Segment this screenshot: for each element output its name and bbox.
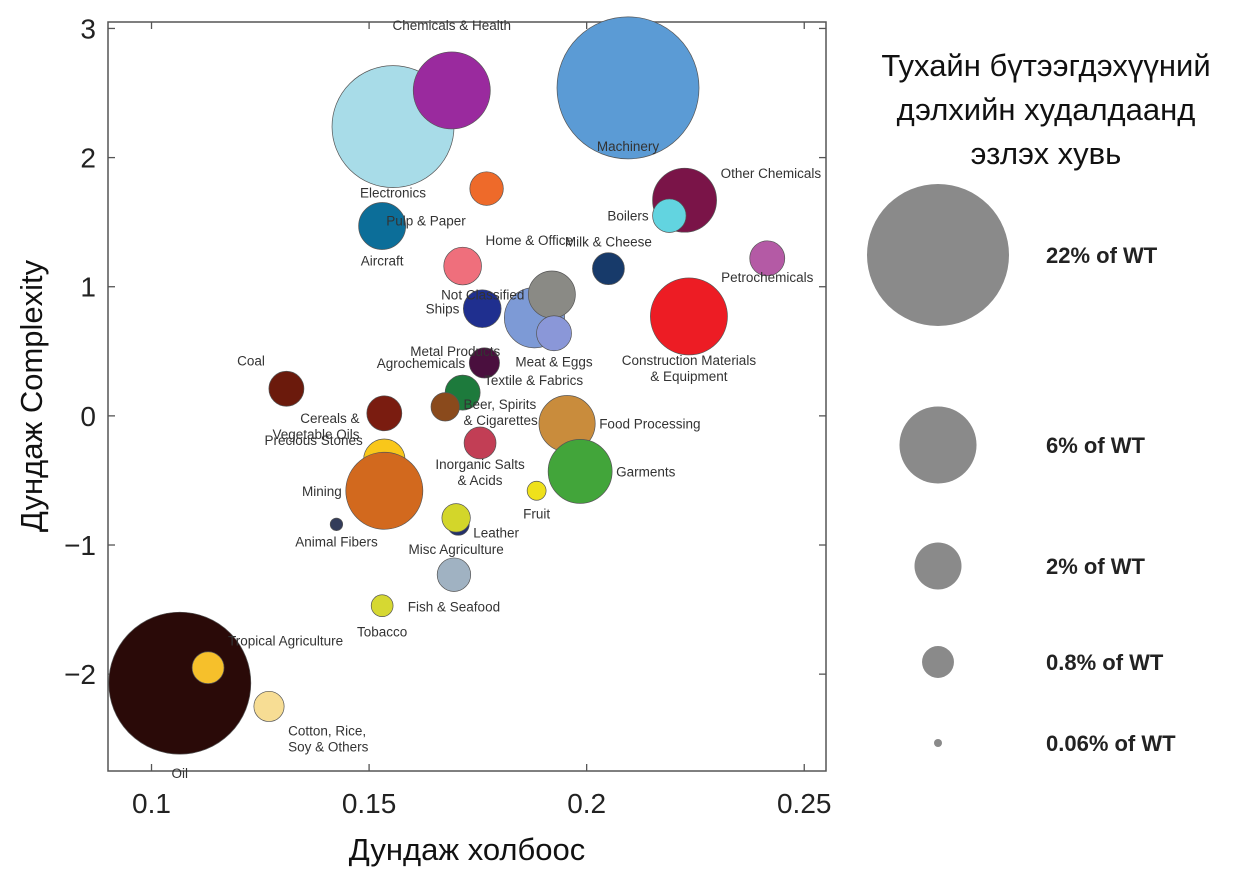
point-label: Misc Agriculture	[408, 542, 503, 557]
label-layer: Oil Tropical Agriculture Cotton, Rice, Soy …	[172, 18, 822, 781]
plot-frame	[107, 21, 827, 772]
y-tick-label: −1	[64, 530, 96, 561]
legend-label: 22% of WT	[1046, 243, 1158, 268]
bubble	[430, 392, 460, 422]
legend-bubble	[914, 542, 962, 590]
point-label: Other Chemicals	[721, 166, 822, 181]
point-label: Cotton, Rice, Soy & Others	[288, 724, 369, 755]
point-label: Fish & Seafood	[408, 599, 500, 614]
legend-bubble	[899, 406, 977, 484]
bubble	[412, 51, 491, 130]
legend-bubble	[934, 739, 942, 747]
point-label: Agrochemicals	[377, 356, 466, 371]
bubble	[749, 240, 786, 277]
legend-label: 0.8% of WT	[1046, 650, 1164, 675]
point-label: Chemicals & Health	[392, 18, 511, 33]
bubble	[366, 395, 403, 432]
point-label: Oil	[172, 766, 189, 781]
size-legend: Тухайн бүтээгдэхүүний дэлхийн худалдаанд э…	[866, 48, 1211, 756]
bubble	[469, 171, 504, 206]
y-tick-label: 2	[80, 143, 96, 174]
bubble	[253, 690, 285, 722]
bubble	[650, 277, 728, 356]
point-label: Beer, Spirits & Cigarettes	[463, 397, 538, 428]
x-axis: 0.1 0.15 0.2 0.25	[132, 22, 831, 819]
point-label: Coal	[237, 353, 265, 368]
point-label: Meat & Eggs	[515, 355, 593, 370]
point-label: Food Processing	[599, 417, 700, 432]
point-label: Aircraft	[361, 254, 404, 269]
point-label: Animal Fibers	[295, 535, 378, 550]
legend-bubble	[866, 183, 1010, 327]
bubble	[556, 16, 700, 160]
point-label: Textile & Fabrics	[484, 373, 583, 388]
y-tick-label: 0	[80, 401, 96, 432]
point-label: Inorganic Salts & Acids	[435, 457, 525, 488]
bubble	[345, 451, 424, 530]
bubble	[329, 517, 344, 531]
bubble-layer	[108, 16, 786, 755]
point-label: Leather	[473, 525, 519, 540]
point-label: Not Classified	[441, 287, 524, 302]
bubble	[527, 270, 576, 319]
bubble	[191, 651, 225, 685]
y-axis: 3 2 1 0 −1 −2	[64, 13, 826, 690]
point-label: Pulp & Paper	[386, 213, 466, 228]
bubble	[108, 611, 252, 755]
bubble	[370, 594, 394, 617]
bubble	[268, 370, 305, 407]
point-label: Construction Materials & Equipment	[622, 353, 757, 384]
point-label: Metal Products	[410, 344, 500, 359]
legend-label: 0.06% of WT	[1046, 731, 1176, 756]
legend-title: Тухайн бүтээгдэхүүний дэлхийн худалдаанд э…	[881, 48, 1210, 171]
bubble	[463, 426, 497, 460]
legend-label: 2% of WT	[1046, 554, 1146, 579]
point-label: Fruit	[523, 506, 550, 521]
y-tick-label: 3	[80, 13, 96, 44]
bubble	[436, 557, 472, 592]
point-label: Mining	[302, 484, 342, 499]
point-label: Home & Office	[486, 233, 574, 248]
x-tick-label: 0.25	[777, 788, 832, 819]
bubble	[526, 480, 547, 501]
x-tick-label: 0.1	[132, 788, 171, 819]
x-tick-label: 0.15	[342, 788, 397, 819]
bubble	[468, 347, 500, 379]
point-label: Cereals & Vegetable Oils	[272, 411, 359, 442]
point-label: Tobacco	[357, 625, 407, 640]
bubble	[547, 439, 613, 504]
point-label: Petrochemicals	[721, 270, 814, 285]
point-label: Ships	[426, 302, 460, 317]
bubble	[462, 289, 502, 328]
bubble	[358, 202, 407, 250]
bubble	[441, 503, 471, 533]
legend-label: 6% of WT	[1046, 433, 1146, 458]
point-label: Garments	[616, 464, 676, 479]
point-label: Precious Stones	[265, 433, 364, 448]
bubble	[652, 198, 687, 233]
point-label: Boilers	[607, 209, 649, 224]
point-label: Machinery	[597, 139, 660, 154]
point-label: Milk & Cheese	[565, 235, 652, 250]
point-label: Electronics	[360, 186, 426, 201]
bubble	[443, 246, 482, 286]
x-axis-title: Дундаж холбоос	[349, 832, 586, 867]
bubble	[592, 252, 625, 285]
x-tick-label: 0.2	[567, 788, 606, 819]
bubble	[536, 315, 572, 352]
y-tick-label: −2	[64, 659, 96, 690]
y-axis-title: Дундаж Complexity	[14, 259, 49, 532]
point-label: Tropical Agriculture	[228, 634, 343, 649]
legend-bubble	[922, 646, 954, 678]
y-tick-label: 1	[80, 272, 96, 303]
